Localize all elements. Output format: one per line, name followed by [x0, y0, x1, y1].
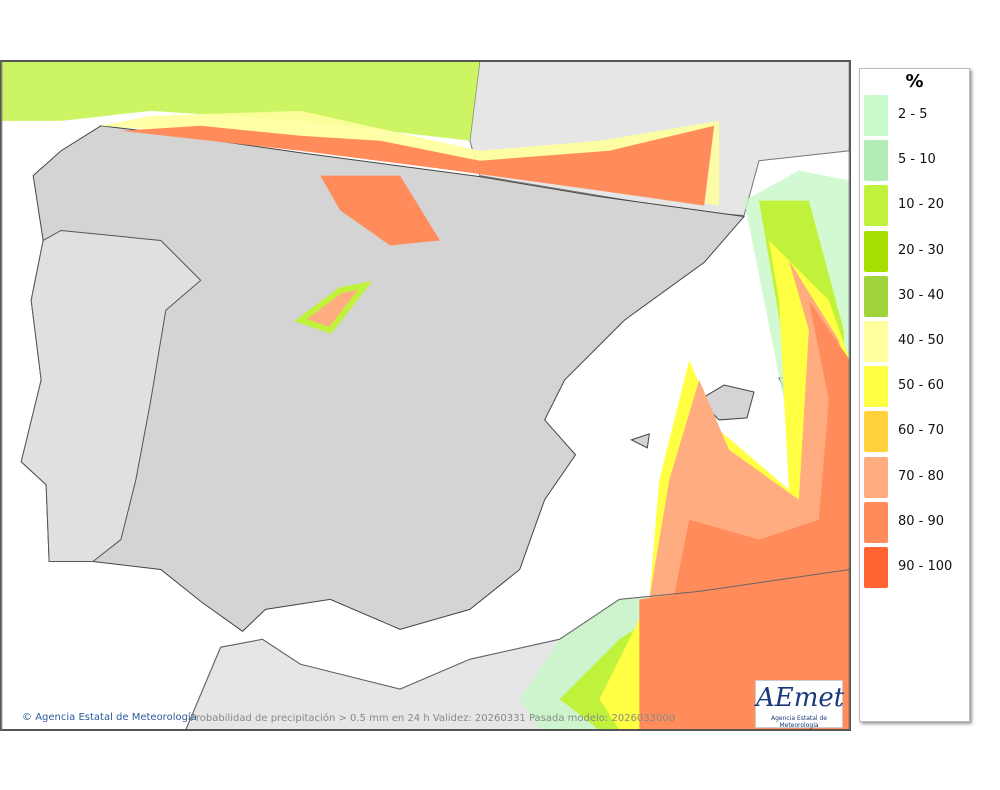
legend-swatch — [864, 547, 888, 588]
legend-label: 30 - 40 — [898, 287, 945, 303]
logo-text: AEmet — [756, 683, 845, 713]
legend-swatch — [864, 366, 888, 408]
legend-swatch — [864, 411, 888, 453]
precip-field — [1, 61, 480, 141]
legend-label: 5 - 10 — [898, 152, 936, 168]
legend-label: 70 - 80 — [898, 468, 945, 484]
legend-swatch — [864, 185, 888, 227]
legend-label: 80 - 90 — [898, 513, 945, 529]
map — [0, 60, 851, 731]
legend-item: 5 - 10 — [864, 140, 967, 182]
legend-swatch — [864, 501, 888, 543]
legend-unit: % — [905, 71, 924, 92]
legend-swatch — [864, 275, 888, 317]
coastline — [185, 568, 850, 730]
legend-label: 60 - 70 — [898, 423, 945, 439]
legend-label: 50 - 60 — [898, 378, 945, 394]
mallorca — [698, 384, 755, 421]
credit: © Agencia Estatal de Meteorología — [22, 712, 197, 723]
precip-field — [120, 125, 715, 206]
legend-label: 10 - 20 — [898, 197, 945, 213]
legend-label: 90 - 100 — [898, 559, 953, 574]
legend-label: 20 - 30 — [898, 242, 945, 258]
map-frame — [1, 61, 850, 730]
precip-field — [294, 280, 373, 334]
precip-field — [320, 175, 440, 246]
legend-swatch — [864, 230, 888, 272]
legend-item: 90 - 100 — [864, 547, 967, 588]
legend-item: 50 - 60 — [864, 366, 967, 408]
logo-subtitle: Agencia Estatal de Meteorología — [770, 715, 827, 729]
ibiza — [630, 433, 650, 449]
caption: Probabilidad de precipitación > 0.5 mm e… — [190, 713, 676, 724]
legend-item: 80 - 90 — [864, 501, 967, 543]
legend-item: 60 - 70 — [864, 411, 967, 453]
legend-swatch — [864, 95, 888, 136]
legend-item: 20 - 30 — [864, 230, 967, 272]
portugal — [20, 229, 202, 563]
credit-text: Agencia Estatal de Meteorología — [35, 712, 197, 723]
legend-item: 2 - 5 — [864, 95, 967, 136]
legend-item: 70 - 80 — [864, 456, 967, 498]
legend-item: 30 - 40 — [864, 275, 967, 317]
legend-label: 2 - 5 — [898, 107, 928, 122]
legend-swatch — [864, 456, 888, 498]
legend-label: 40 - 50 — [898, 333, 945, 348]
legend: % 2 - 5 5 - 10 10 - 20 20 - 30 30 - 40 40 - 5… — [859, 68, 970, 722]
legend-swatch — [864, 140, 888, 182]
legend-swatch — [864, 321, 888, 362]
legend-item: 10 - 20 — [864, 185, 967, 227]
logo: AEmet Agencia Estatal de Meteorología — [755, 680, 845, 729]
legend-item: 40 - 50 — [864, 321, 967, 362]
